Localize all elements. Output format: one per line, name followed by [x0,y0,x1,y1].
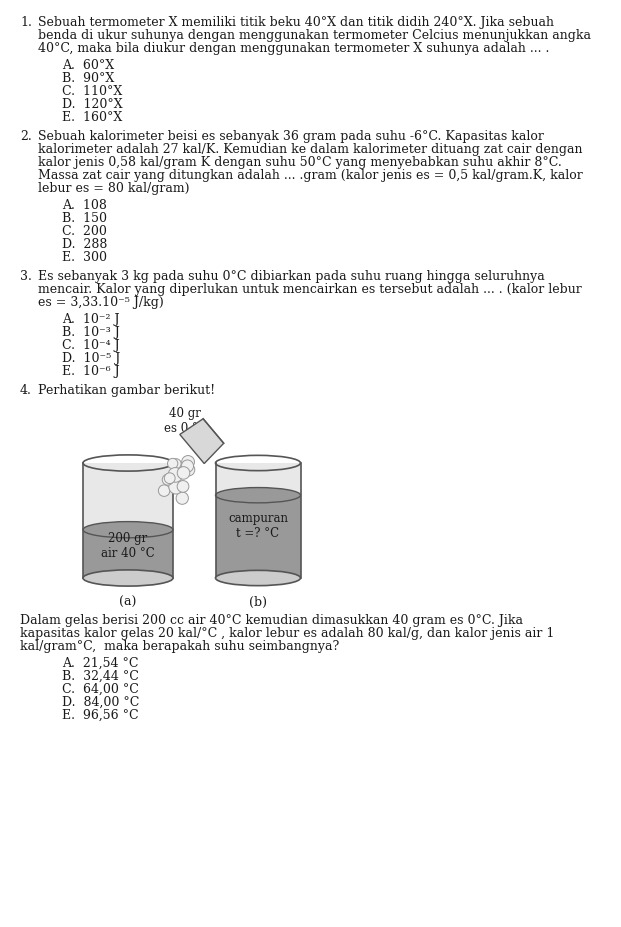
Text: A.  10⁻² J: A. 10⁻² J [62,313,119,326]
Circle shape [162,474,173,485]
Text: Sebuah kalorimeter beisi es sebanyak 36 gram pada suhu -6°C. Kapasitas kalor: Sebuah kalorimeter beisi es sebanyak 36 … [38,130,544,143]
Circle shape [182,464,193,475]
Circle shape [168,467,183,482]
Text: C.  110°X: C. 110°X [62,85,122,98]
Bar [83,463,173,578]
Text: E.  10⁻⁶ J: E. 10⁻⁶ J [62,365,120,378]
Circle shape [177,480,189,492]
Text: D.  288: D. 288 [62,238,107,251]
Text: (b): (b) [249,596,267,609]
Circle shape [168,458,178,469]
Text: A.  60°X: A. 60°X [62,59,114,72]
Text: Massa zat cair yang ditungkan adalah ... .gram (kalor jenis es = 0,5 kal/gram.K,: Massa zat cair yang ditungkan adalah ...… [38,169,582,182]
Circle shape [182,455,194,468]
Text: benda di ukur suhunya dengan menggunakan termometer Celcius menunjukkan angka: benda di ukur suhunya dengan menggunakan… [38,29,591,42]
Circle shape [171,459,181,469]
Circle shape [158,485,170,496]
Text: 200 gr
air 40 °C: 200 gr air 40 °C [101,532,155,560]
Text: kapasitas kalor gelas 20 kal/°C , kalor lebur es adalah 80 kal/g, dan kalor jeni: kapasitas kalor gelas 20 kal/°C , kalor … [20,627,555,640]
Text: 3.: 3. [20,270,32,283]
Text: 1.: 1. [20,16,32,29]
Circle shape [169,479,183,494]
Text: E.  96,56 °C: E. 96,56 °C [62,709,138,722]
Circle shape [177,466,190,479]
Ellipse shape [215,570,301,586]
Text: campuran
t =? °C: campuran t =? °C [228,513,288,540]
Circle shape [165,473,175,484]
Text: A.  21,54 °C: A. 21,54 °C [62,657,138,670]
Text: 40°C, maka bila diukur dengan menggunakan termometer X suhunya adalah ... .: 40°C, maka bila diukur dengan menggunaka… [38,42,550,55]
Ellipse shape [215,488,301,502]
Bar [215,463,301,578]
Text: mencair. Kalor yang diperlukan untuk mencairkan es tersebut adalah ... . (kalor : mencair. Kalor yang diperlukan untuk men… [38,283,582,296]
Text: Dalam gelas berisi 200 cc air 40°C kemudian dimasukkan 40 gram es 0°C. Jika: Dalam gelas berisi 200 cc air 40°C kemud… [20,614,523,627]
Text: kalorimeter adalah 27 kal/K. Kemudian ke dalam kalorimeter dituang zat cair deng: kalorimeter adalah 27 kal/K. Kemudian ke… [38,143,582,156]
Text: E.  300: E. 300 [62,251,107,264]
Text: C.  10⁻⁴ J: C. 10⁻⁴ J [62,339,120,352]
Circle shape [181,460,194,472]
Text: C.  64,00 °C: C. 64,00 °C [62,683,139,696]
Text: 2.: 2. [20,130,32,143]
Text: kal/gram°C,  maka berapakah suhu seimbangnya?: kal/gram°C, maka berapakah suhu seimbang… [20,640,339,653]
Text: A.  108: A. 108 [62,199,107,212]
Text: E.  160°X: E. 160°X [62,111,122,124]
Ellipse shape [83,570,173,586]
Text: Es sebanyak 3 kg pada suhu 0°C dibiarkan pada suhu ruang hingga seluruhnya: Es sebanyak 3 kg pada suhu 0°C dibiarkan… [38,270,545,283]
Text: B.  10⁻³ J: B. 10⁻³ J [62,326,120,339]
Text: C.  200: C. 200 [62,225,107,238]
Text: B.  150: B. 150 [62,212,107,225]
Bar [83,529,173,578]
Text: Perhatikan gambar berikut!: Perhatikan gambar berikut! [38,384,215,397]
Text: (a): (a) [119,596,137,609]
Text: kalor jenis 0,58 kal/gram K dengan suhu 50°C yang menyebabkan suhu akhir 8°C.: kalor jenis 0,58 kal/gram K dengan suhu … [38,156,562,169]
Text: 40 gr
es 0 °C: 40 gr es 0 °C [163,407,206,435]
Ellipse shape [83,522,173,538]
Text: D.  84,00 °C: D. 84,00 °C [62,696,139,709]
Text: Sebuah termometer X memiliki titik beku 40°X dan titik didih 240°X. Jika sebuah: Sebuah termometer X memiliki titik beku … [38,16,554,29]
Text: D.  120°X: D. 120°X [62,98,122,111]
Bar [215,495,301,578]
Circle shape [183,464,195,476]
Text: 4.: 4. [20,384,32,397]
Text: B.  32,44 °C: B. 32,44 °C [62,670,139,683]
Polygon shape [180,419,224,464]
Text: D.  10⁻⁵ J: D. 10⁻⁵ J [62,352,120,365]
Text: es = 3,33.10⁻⁵ J/kg): es = 3,33.10⁻⁵ J/kg) [38,296,164,309]
Text: B.  90°X: B. 90°X [62,72,114,85]
Text: lebur es = 80 kal/gram): lebur es = 80 kal/gram) [38,182,189,195]
Circle shape [176,492,188,504]
